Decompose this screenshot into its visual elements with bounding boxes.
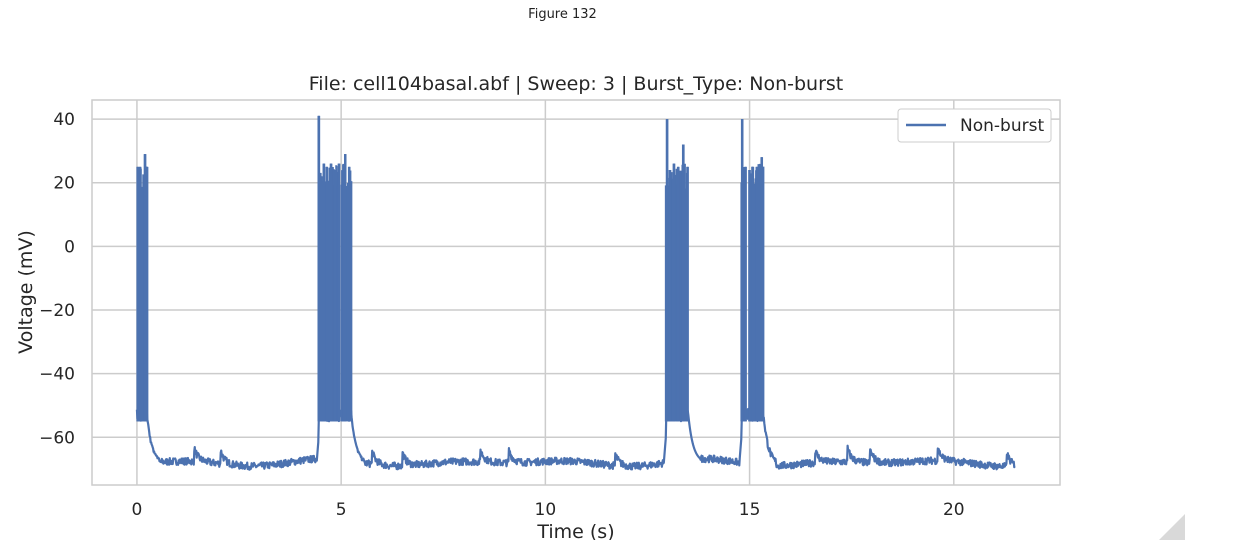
series-layer (135, 115, 1016, 471)
x-tick-label: 0 (132, 500, 143, 520)
legend-box (897, 108, 1052, 143)
y-tick-label: 20 (53, 174, 75, 194)
plot-frame (91, 99, 1061, 486)
tick-labels: 0 5 10 15 20 40 20 0 −20 −40 −60 (39, 110, 965, 520)
x-axis-label: Time (s) (536, 521, 614, 540)
legend: Non-burst (897, 108, 1052, 143)
y-tick-label: 40 (53, 110, 75, 130)
x-tick-label: 10 (535, 500, 557, 520)
y-tick-label: −60 (39, 428, 75, 448)
y-tick-label: 0 (64, 237, 75, 257)
y-axis-label: Voltage (mV) (15, 230, 37, 354)
plot-background (92, 100, 1060, 485)
x-tick-label: 5 (336, 500, 347, 520)
x-tick-label: 20 (943, 500, 965, 520)
x-tick-label: 15 (739, 500, 761, 520)
resize-grip-icon[interactable] (1159, 514, 1185, 540)
figure-window-title: Figure 132 (528, 7, 597, 22)
y-tick-label: −20 (39, 301, 75, 321)
chart-title: File: cell104basal.abf | Sweep: 3 | Burs… (309, 73, 844, 95)
legend-label-non-burst: Non-burst (960, 116, 1044, 136)
series-line-non-burst (135, 407, 1016, 471)
y-tick-label: −40 (39, 365, 75, 385)
